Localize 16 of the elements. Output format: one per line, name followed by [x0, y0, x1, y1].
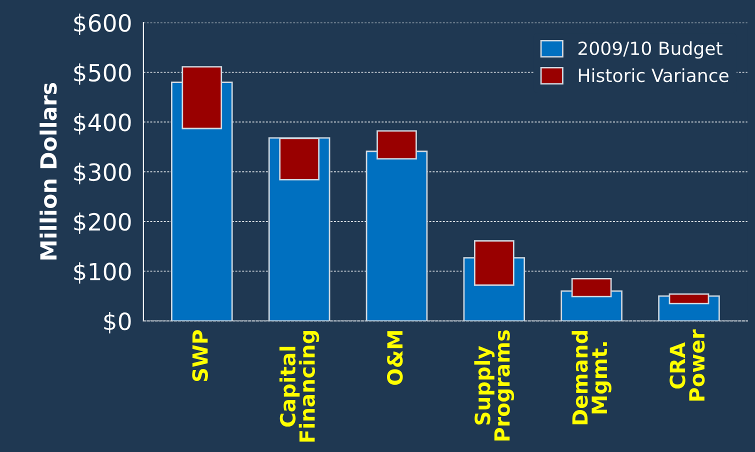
y-tick-label: $200 — [74, 212, 131, 234]
x-tick-label: CRA Power — [670, 329, 705, 401]
legend-label: Historic Variance — [578, 68, 728, 82]
y-tick-label: $500 — [74, 63, 131, 85]
y-tick-label: $300 — [74, 162, 131, 184]
y-tick-label: $0 — [104, 312, 131, 334]
x-tick-label: O&M — [387, 331, 403, 385]
x-tick-label: Demand Mgmt. — [572, 331, 612, 424]
y-axis-title: Million Dollars — [40, 83, 57, 260]
x-tick-label: SWP — [192, 330, 208, 382]
x-tick-label: Supply Programs — [474, 330, 514, 441]
y-tick-label: $400 — [74, 113, 131, 134]
x-tick-label: Capital Financing — [279, 331, 320, 442]
y-tick-label: $600 — [74, 14, 131, 36]
legend-label: 2009/10 Budget — [578, 41, 722, 59]
y-tick-label: $100 — [74, 262, 131, 284]
